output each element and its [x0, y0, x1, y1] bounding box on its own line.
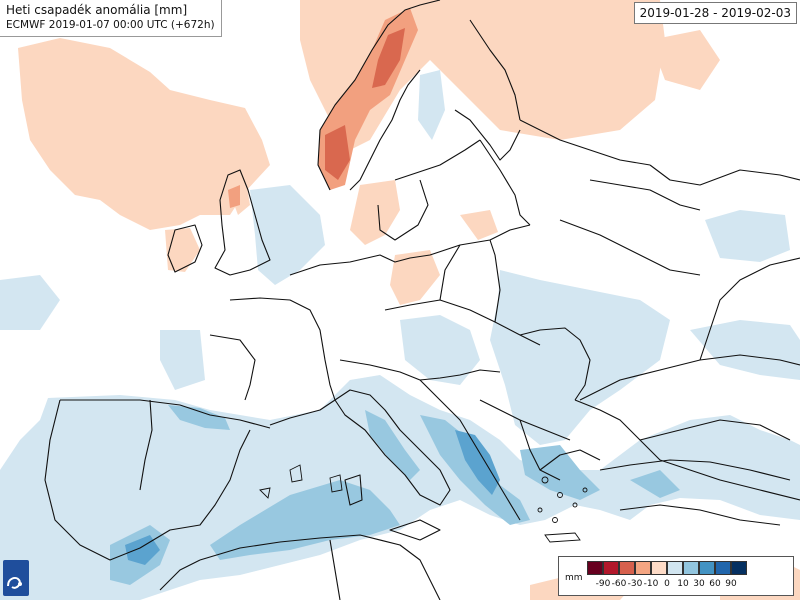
legend-tick-label: 90 — [725, 579, 737, 589]
legend-tick-label: -10 — [643, 579, 659, 589]
map-title-box: Heti csapadék anomália [mm] ECMWF 2019-0… — [0, 0, 222, 37]
country-borders — [44, 0, 800, 600]
date-range-label: 2019-01-28 - 2019-02-03 — [633, 2, 797, 24]
legend-tick-label: -90 — [595, 579, 611, 589]
legend-tick-label: -60 — [611, 579, 627, 589]
legend-unit: mm — [565, 573, 583, 583]
legend-swatch — [603, 561, 619, 575]
legend-tick-label: 0 — [664, 579, 670, 589]
legend: mm -90 -60 -30 -10 0 10 30 60 90 — [558, 556, 794, 596]
legend-swatch — [731, 561, 747, 575]
legend-swatch — [587, 561, 603, 575]
legend-tick-label: -30 — [627, 579, 643, 589]
legend-swatch — [699, 561, 715, 575]
legend-swatch — [683, 561, 699, 575]
wet-anomaly-areas — [0, 70, 800, 600]
legend-swatch — [715, 561, 731, 575]
legend-swatch — [619, 561, 635, 575]
wet-anomaly-strong — [125, 430, 500, 565]
omsz-logo-icon — [3, 560, 29, 596]
legend-swatch — [635, 561, 651, 575]
legend-tick-label: 30 — [693, 579, 705, 589]
legend-tick-label: 60 — [709, 579, 721, 589]
map-title: Heti csapadék anomália [mm] — [6, 3, 188, 17]
legend-swatch — [651, 561, 667, 575]
legend-tick-label: 10 — [677, 579, 689, 589]
islands — [259, 464, 588, 543]
legend-swatch — [667, 561, 683, 575]
legend-ticks: -90 -60 -30 -10 0 10 30 60 90 — [587, 579, 795, 593]
legend-swatches — [587, 561, 747, 575]
omsz-logo — [3, 560, 29, 596]
map-subtitle: ECMWF 2019-01-07 00:00 UTC (+672h) — [6, 19, 215, 31]
dry-anomaly-strong — [228, 8, 418, 208]
